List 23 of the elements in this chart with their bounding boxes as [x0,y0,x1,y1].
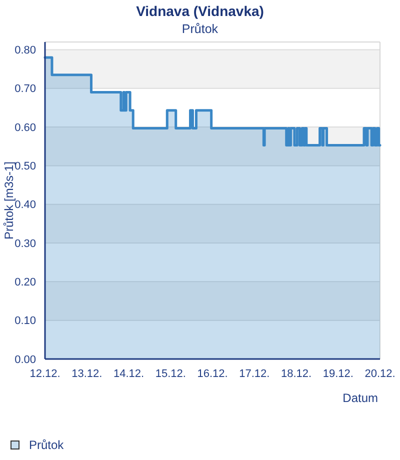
y-tick-label: 0.40 [14,199,36,212]
legend-label: Průtok [29,438,65,452]
x-tick-label: 18.12. [280,368,312,380]
x-tick-label: 12.12. [30,368,60,380]
x-axis-title: Datum [342,391,378,405]
x-tick-label: 19.12. [322,368,354,380]
chart-title: Vidnava (Vidnavka) [136,3,264,19]
x-tick-label: 17.12. [239,368,270,380]
x-tick-label: 15.12. [155,368,186,380]
y-tick-label: 0.30 [14,238,36,250]
y-tick-label: 0.50 [14,160,36,173]
y-tick-label: 0.80 [14,44,36,57]
x-tick-label: 20.12. [364,368,396,380]
y-tick-label: 0.20 [14,276,36,289]
x-tick-label: 13.12. [72,368,102,380]
y-tick-label: 0.10 [14,315,36,328]
y-tick-label: 0.70 [14,83,36,96]
x-tick-label: 16.12. [197,368,228,380]
x-tick-label: 14.12. [113,368,144,380]
y-tick-label: 0.00 [14,354,36,366]
y-tick-label: 0.60 [14,122,36,134]
chart-subtitle: Průtok [182,22,219,36]
y-axis-title: Průtok [m3s-1] [2,161,16,240]
